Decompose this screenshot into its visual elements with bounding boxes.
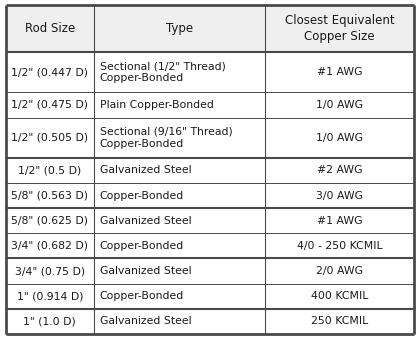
Text: Galvanized Steel: Galvanized Steel (100, 316, 192, 326)
Text: 4/0 - 250 KCMIL: 4/0 - 250 KCMIL (297, 241, 382, 251)
Text: 1" (0.914 D): 1" (0.914 D) (17, 291, 83, 301)
Text: 1" (1.0 D): 1" (1.0 D) (24, 316, 76, 326)
Bar (6, 118, 414, 158)
Text: Rod Size: Rod Size (25, 22, 75, 35)
Text: 400 KCMIL: 400 KCMIL (311, 291, 368, 301)
Bar (6, 208, 414, 233)
Text: 1/2" (0.475 D): 1/2" (0.475 D) (11, 100, 88, 110)
Text: Type: Type (166, 22, 193, 35)
Bar (6, 5, 414, 52)
Bar (6, 183, 414, 208)
Text: Copper-Bonded: Copper-Bonded (100, 291, 184, 301)
Bar (6, 93, 414, 118)
Text: 3/4" (0.75 D): 3/4" (0.75 D) (15, 266, 85, 276)
Text: 1/2" (0.447 D): 1/2" (0.447 D) (11, 67, 88, 77)
Bar (6, 233, 414, 258)
Text: 5/8" (0.563 D): 5/8" (0.563 D) (11, 191, 88, 201)
Text: 5/8" (0.625 D): 5/8" (0.625 D) (11, 216, 88, 226)
Text: Galvanized Steel: Galvanized Steel (100, 266, 192, 276)
Bar (6, 309, 414, 334)
Text: 3/4" (0.682 D): 3/4" (0.682 D) (11, 241, 88, 251)
Text: Plain Copper-Bonded: Plain Copper-Bonded (100, 100, 214, 110)
Text: 3/0 AWG: 3/0 AWG (316, 191, 363, 201)
Text: 1/0 AWG: 1/0 AWG (316, 100, 363, 110)
Text: Sectional (9/16" Thread)
Copper-Bonded: Sectional (9/16" Thread) Copper-Bonded (100, 127, 233, 149)
Text: Copper-Bonded: Copper-Bonded (100, 241, 184, 251)
Bar (6, 258, 414, 284)
Text: Galvanized Steel: Galvanized Steel (100, 216, 192, 226)
Text: Galvanized Steel: Galvanized Steel (100, 165, 192, 175)
Text: 1/2" (0.5 D): 1/2" (0.5 D) (18, 165, 81, 175)
Text: Closest Equivalent
Copper Size: Closest Equivalent Copper Size (285, 14, 394, 43)
Bar (6, 158, 414, 183)
Text: #1 AWG: #1 AWG (317, 67, 362, 77)
Bar (6, 52, 414, 93)
Text: 2/0 AWG: 2/0 AWG (316, 266, 363, 276)
Text: #1 AWG: #1 AWG (317, 216, 362, 226)
Bar (6, 284, 414, 309)
Text: 1/2" (0.505 D): 1/2" (0.505 D) (11, 133, 89, 143)
Text: 250 KCMIL: 250 KCMIL (311, 316, 368, 326)
Text: Copper-Bonded: Copper-Bonded (100, 191, 184, 201)
Text: #2 AWG: #2 AWG (317, 165, 362, 175)
Text: 1/0 AWG: 1/0 AWG (316, 133, 363, 143)
Text: Sectional (1/2" Thread)
Copper-Bonded: Sectional (1/2" Thread) Copper-Bonded (100, 61, 226, 83)
